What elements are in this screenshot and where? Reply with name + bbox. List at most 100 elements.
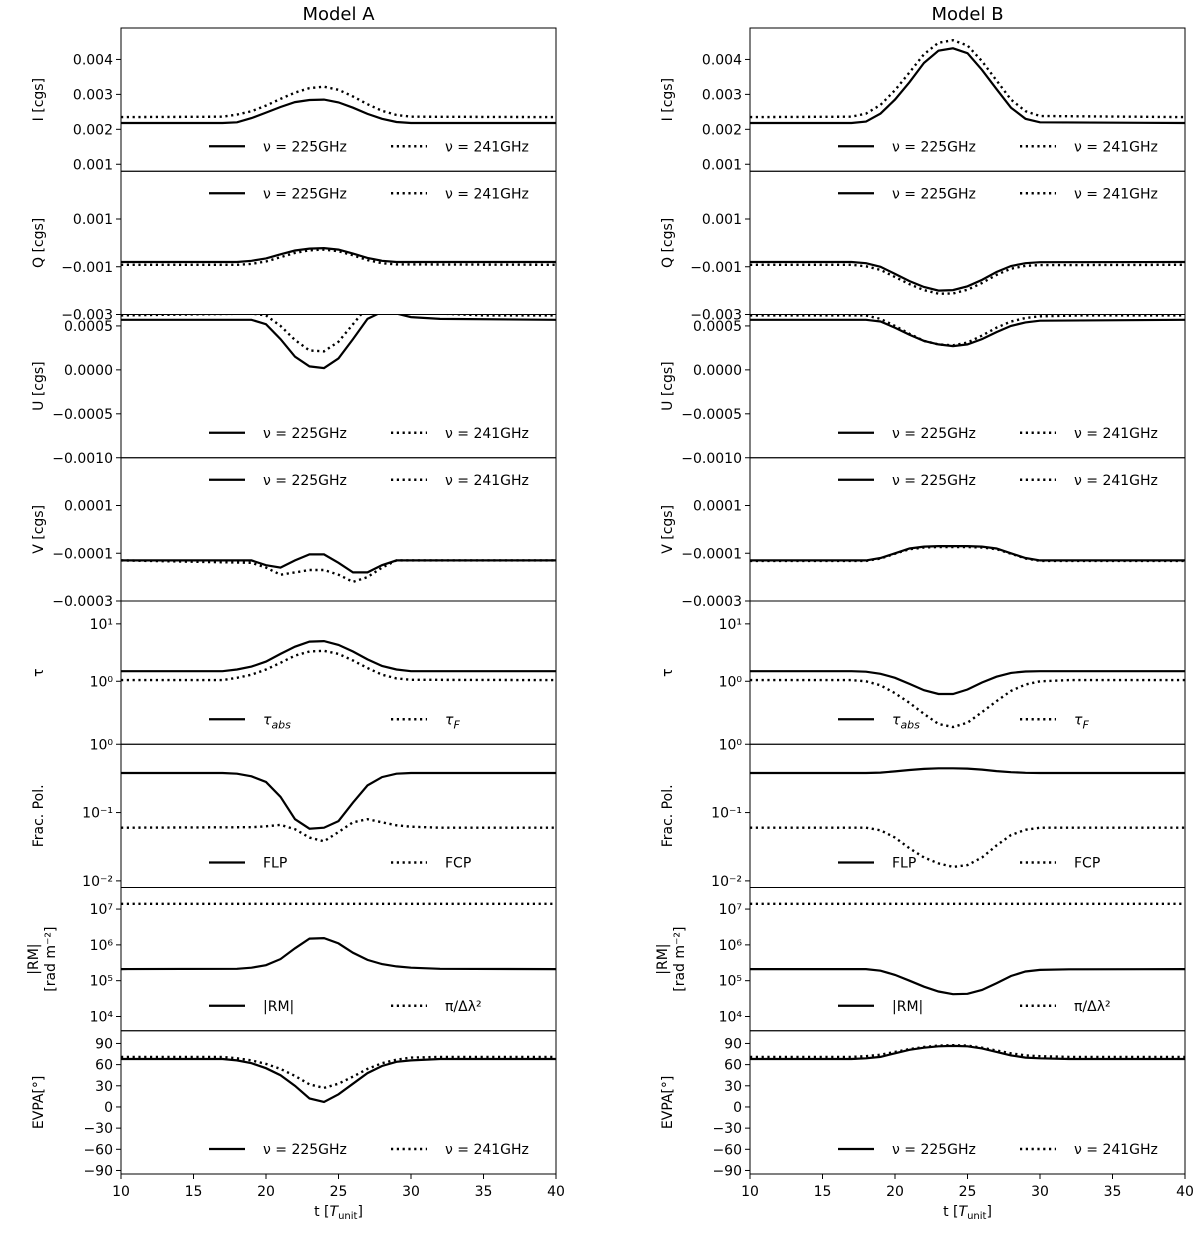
x-axis-label: t [Tunit] xyxy=(943,1204,992,1222)
y-axis-label: τ xyxy=(31,668,47,676)
x-tick-label: 20 xyxy=(886,1184,904,1200)
y-tick-label: 10⁵ xyxy=(719,974,742,990)
series-line xyxy=(750,1043,1185,1059)
y-tick-label: −60 xyxy=(712,1142,742,1158)
y-axis-label: U [cgs] xyxy=(660,361,676,411)
panel-I: 0.001 0.002 0.003 0.004 I [cgs] ν = 225GHz ν =… xyxy=(31,27,557,173)
series-line xyxy=(750,263,1185,295)
panel-U: −0.0010 −0.0005 0.0000 0.0005 U [cgs] ν = 225… xyxy=(660,314,1186,467)
panel-I: 0.001 0.002 0.003 0.004 I [cgs] ν = 225GHz ν =… xyxy=(660,27,1186,173)
y-axis-label: |RM| xyxy=(655,944,671,975)
panel-Q: −0.003 −0.001 0.001 Q [cgs] ν = 225GHz ν = 24… xyxy=(31,170,557,324)
series-line xyxy=(121,649,556,682)
y-tick-label: 10⁻¹ xyxy=(82,806,113,822)
x-tick-label: 40 xyxy=(547,1184,565,1200)
x-tick-label: 35 xyxy=(1104,1184,1122,1200)
legend-label: ν = 241GHz xyxy=(1074,426,1158,442)
legend-label: π/Δλ² xyxy=(1074,999,1111,1015)
series-line xyxy=(121,314,556,353)
series-line xyxy=(750,545,1185,562)
panel-U: −0.0010 −0.0005 0.0000 0.0005 U [cgs] ν = 225… xyxy=(31,314,557,467)
series-line xyxy=(121,936,556,971)
y-tick-label: 0.004 xyxy=(702,52,742,68)
y-tick-label: 0.003 xyxy=(702,87,742,103)
series-line xyxy=(121,1057,556,1104)
y-axis-label: I [cgs] xyxy=(660,78,676,121)
x-tick-label: 20 xyxy=(257,1184,275,1200)
y-axis-label: Q [cgs] xyxy=(660,218,676,268)
y-tick-label: 10¹ xyxy=(719,617,742,633)
legend-label: ν = 241GHz xyxy=(445,426,529,442)
y-axis-label: τ xyxy=(660,668,676,676)
x-tick-label: 30 xyxy=(402,1184,420,1200)
legend-label: FCP xyxy=(1074,856,1100,872)
y-axis-label: EVPA[°] xyxy=(660,1076,676,1129)
legend-label: ν = 241GHz xyxy=(445,139,529,155)
y-tick-label: −0.0001 xyxy=(52,546,113,562)
legend-label: π/Δλ² xyxy=(445,999,482,1015)
series-line xyxy=(750,314,1185,347)
series-line xyxy=(750,670,1185,696)
series-line xyxy=(121,314,556,370)
y-tick-label: −0.0010 xyxy=(681,451,742,467)
y-tick-label: 30 xyxy=(95,1079,113,1095)
panel-EVPA: −90 −60 −30 0 30 60 90 EVPA[°] ν = 225GHz ν = 241… xyxy=(660,1030,1186,1179)
x-tick-label: 35 xyxy=(475,1184,493,1200)
legend-label: ν = 241GHz xyxy=(445,1142,529,1158)
y-tick-label: 10⁻¹ xyxy=(711,806,742,822)
y-tick-label: 0 xyxy=(104,1100,113,1116)
series-line xyxy=(121,98,556,125)
panel-frac: 10⁻² 10⁻¹ 10⁰ Frac. Pol. FLP FCP xyxy=(31,737,557,890)
panel-tau: 10⁰ 10¹ τ τabs τF xyxy=(660,600,1186,745)
x-tick-label: 15 xyxy=(814,1184,832,1200)
y-tick-label: 0.001 xyxy=(702,212,742,228)
y-tick-label: 10⁶ xyxy=(719,938,743,954)
series-line xyxy=(121,246,556,264)
series-line xyxy=(750,318,1185,348)
legend-label: ν = 225GHz xyxy=(263,473,347,489)
legend-label: ν = 241GHz xyxy=(1074,139,1158,155)
legend-label: ν = 241GHz xyxy=(445,473,529,489)
legend-label: ν = 241GHz xyxy=(1074,1142,1158,1158)
panel-V: −0.0003 −0.0001 0.0001 V [cgs] ν = 225GHz ν =… xyxy=(31,457,557,610)
series-line xyxy=(750,826,1185,869)
panel-frame xyxy=(120,743,557,888)
panel-frame xyxy=(749,887,1186,1032)
y-tick-label: 0.001 xyxy=(73,157,113,173)
y-tick-label: −0.0010 xyxy=(52,451,113,467)
legend-label: ν = 225GHz xyxy=(263,139,347,155)
legend-label: ν = 225GHz xyxy=(892,1142,976,1158)
series-line xyxy=(750,678,1185,729)
y-tick-label: −90 xyxy=(83,1163,113,1179)
x-axis: 10 15 20 25 30 35 40 t [Tunit] xyxy=(741,1174,1194,1222)
x-tick-label: 30 xyxy=(1031,1184,1049,1200)
legend-label: τabs xyxy=(892,712,920,731)
legend-label: FCP xyxy=(445,856,471,872)
x-tick-label: 15 xyxy=(185,1184,203,1200)
panel-V: −0.0003 −0.0001 0.0001 V [cgs] ν = 225GHz ν =… xyxy=(660,457,1186,610)
x-tick-label: 25 xyxy=(959,1184,977,1200)
x-tick-label: 10 xyxy=(741,1184,759,1200)
y-tick-label: 0.002 xyxy=(702,122,742,138)
series-line xyxy=(121,817,556,843)
y-tick-label: 10¹ xyxy=(90,617,113,633)
legend-label: FLP xyxy=(892,856,916,872)
y-axis-label: EVPA[°] xyxy=(31,1076,47,1129)
y-tick-label: −0.0001 xyxy=(681,546,742,562)
series-line xyxy=(121,553,556,574)
y-tick-label: 0.0000 xyxy=(693,363,742,379)
y-tick-label: 10⁶ xyxy=(90,938,114,954)
legend-label: FLP xyxy=(263,856,287,872)
y-tick-label: 10⁻² xyxy=(82,874,113,890)
series-line xyxy=(750,47,1185,125)
series-line xyxy=(750,260,1185,292)
y-tick-label: 10⁰ xyxy=(719,674,743,690)
y-tick-label: 10⁰ xyxy=(719,737,743,753)
model-a-title: Model A xyxy=(302,4,375,25)
panel-Q: −0.003 −0.001 0.001 Q [cgs] ν = 225GHz ν = 24… xyxy=(660,170,1186,324)
legend-label: ν = 225GHz xyxy=(892,426,976,442)
y-tick-label: 10⁴ xyxy=(719,1009,743,1025)
y-tick-label: 10⁰ xyxy=(90,674,114,690)
x-tick-label: 10 xyxy=(112,1184,130,1200)
